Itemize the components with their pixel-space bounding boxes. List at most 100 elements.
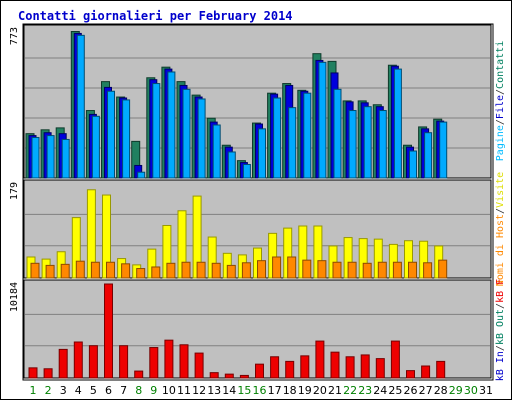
bar-kbf-13: [209, 372, 219, 379]
bar-pagine-9: [152, 83, 161, 179]
day-label-24: 24: [373, 384, 387, 397]
bar-host-4: [75, 260, 85, 279]
bar-pagine-18: [288, 107, 297, 179]
bar-kbf-11: [179, 344, 189, 379]
bar-host-13: [211, 262, 221, 279]
bar-kbf-8: [134, 370, 144, 379]
bar-pagine-19: [303, 92, 312, 179]
legend-bottom: kB In/kB Out/kB F: [495, 279, 506, 381]
day-label-16: 16: [253, 384, 267, 397]
bar-kbf-19: [300, 355, 310, 379]
day-label-12: 12: [192, 384, 206, 397]
bar-kbf-16: [255, 363, 264, 379]
bar-kbf-22: [345, 356, 355, 379]
day-label-6: 6: [105, 384, 112, 397]
middle-max-label: 179: [9, 182, 20, 200]
day-label-23: 23: [358, 384, 372, 397]
day-label-27: 27: [419, 384, 433, 397]
bar-pagine-25: [393, 68, 402, 179]
bar-kbf-28: [436, 360, 446, 379]
bar-host-19: [302, 259, 312, 279]
bar-kbf-18: [285, 360, 295, 379]
bar-kbf-1: [28, 367, 38, 379]
bar-pagine-23: [363, 106, 372, 179]
bar-pagine-14: [227, 151, 236, 179]
day-label-28: 28: [434, 384, 448, 397]
bar-kbf-15: [239, 374, 249, 379]
bar-host-11: [181, 261, 191, 279]
bar-kbf-23: [360, 354, 370, 379]
bar-host-22: [347, 261, 357, 279]
day-label-25: 25: [388, 384, 402, 397]
bar-pagine-13: [212, 124, 221, 179]
legend-middle: Nomi di Host/Visite: [495, 172, 506, 286]
day-label-1: 1: [30, 384, 37, 397]
bar-kbf-9: [149, 347, 159, 379]
day-label-22: 22: [343, 384, 357, 397]
day-label-18: 18: [283, 384, 297, 397]
day-label-30: 30: [464, 384, 478, 397]
bar-kbf-2: [43, 368, 53, 379]
day-label-7: 7: [120, 384, 127, 397]
day-label-19: 19: [298, 384, 312, 397]
bar-host-9: [151, 266, 161, 279]
bar-kbf-26: [406, 370, 415, 379]
bar-kbf-12: [194, 352, 204, 379]
top-max-label: 773: [9, 27, 20, 45]
bar-host-25: [392, 261, 402, 279]
day-label-2: 2: [45, 384, 52, 397]
day-label-4: 4: [75, 384, 82, 397]
bar-pagine-5: [91, 115, 100, 179]
bar-kbf-17: [270, 356, 280, 379]
bar-kbf-6: [104, 283, 113, 379]
legend-top: Pagine/File/Contatti: [495, 41, 506, 161]
day-label-8: 8: [135, 384, 142, 397]
day-label-11: 11: [177, 384, 191, 397]
bar-pagine-3: [61, 138, 70, 179]
day-label-21: 21: [328, 384, 342, 397]
bar-host-7: [121, 263, 131, 279]
bar-pagine-6: [107, 90, 115, 179]
bar-host-16: [257, 260, 266, 279]
chart-title: Contatti giornalieri per February 2014: [18, 9, 293, 23]
bar-host-27: [423, 262, 433, 279]
day-label-17: 17: [268, 384, 282, 397]
day-label-3: 3: [60, 384, 67, 397]
bar-kbf-4: [73, 341, 83, 379]
bar-pagine-26: [409, 150, 417, 179]
day-label-13: 13: [207, 384, 221, 397]
bar-host-6: [106, 261, 115, 279]
bar-pagine-21: [333, 88, 342, 179]
bar-pagine-20: [318, 61, 327, 179]
bar-host-18: [287, 256, 297, 279]
bar-kbf-20: [315, 340, 325, 379]
bar-pagine-7: [122, 99, 131, 179]
bar-pagine-24: [378, 110, 387, 179]
bar-host-17: [272, 256, 282, 279]
bar-pagine-8: [137, 171, 146, 179]
bar-host-24: [377, 261, 387, 279]
bar-pagine-27: [424, 132, 433, 179]
bar-host-2: [45, 264, 55, 279]
day-label-5: 5: [90, 384, 97, 397]
bar-host-1: [30, 262, 40, 279]
bar-pagine-10: [167, 71, 176, 179]
day-label-31: 31: [479, 384, 493, 397]
day-label-15: 15: [237, 384, 251, 397]
bar-host-20: [317, 260, 327, 279]
bar-kbf-5: [88, 345, 98, 379]
bottom-max-label: 10184: [9, 282, 20, 312]
bar-host-26: [408, 261, 417, 279]
bar-kbf-10: [164, 339, 174, 379]
bar-pagine-28: [439, 121, 448, 179]
bar-kbf-7: [119, 345, 129, 379]
bar-host-5: [90, 261, 100, 279]
bar-host-23: [362, 262, 372, 279]
bar-kbf-14: [224, 373, 234, 379]
bar-host-10: [166, 262, 176, 279]
day-label-26: 26: [404, 384, 418, 397]
day-label-9: 9: [150, 384, 157, 397]
bar-pagine-1: [31, 137, 40, 179]
bar-pagine-15: [242, 164, 251, 179]
bar-host-12: [196, 261, 206, 279]
